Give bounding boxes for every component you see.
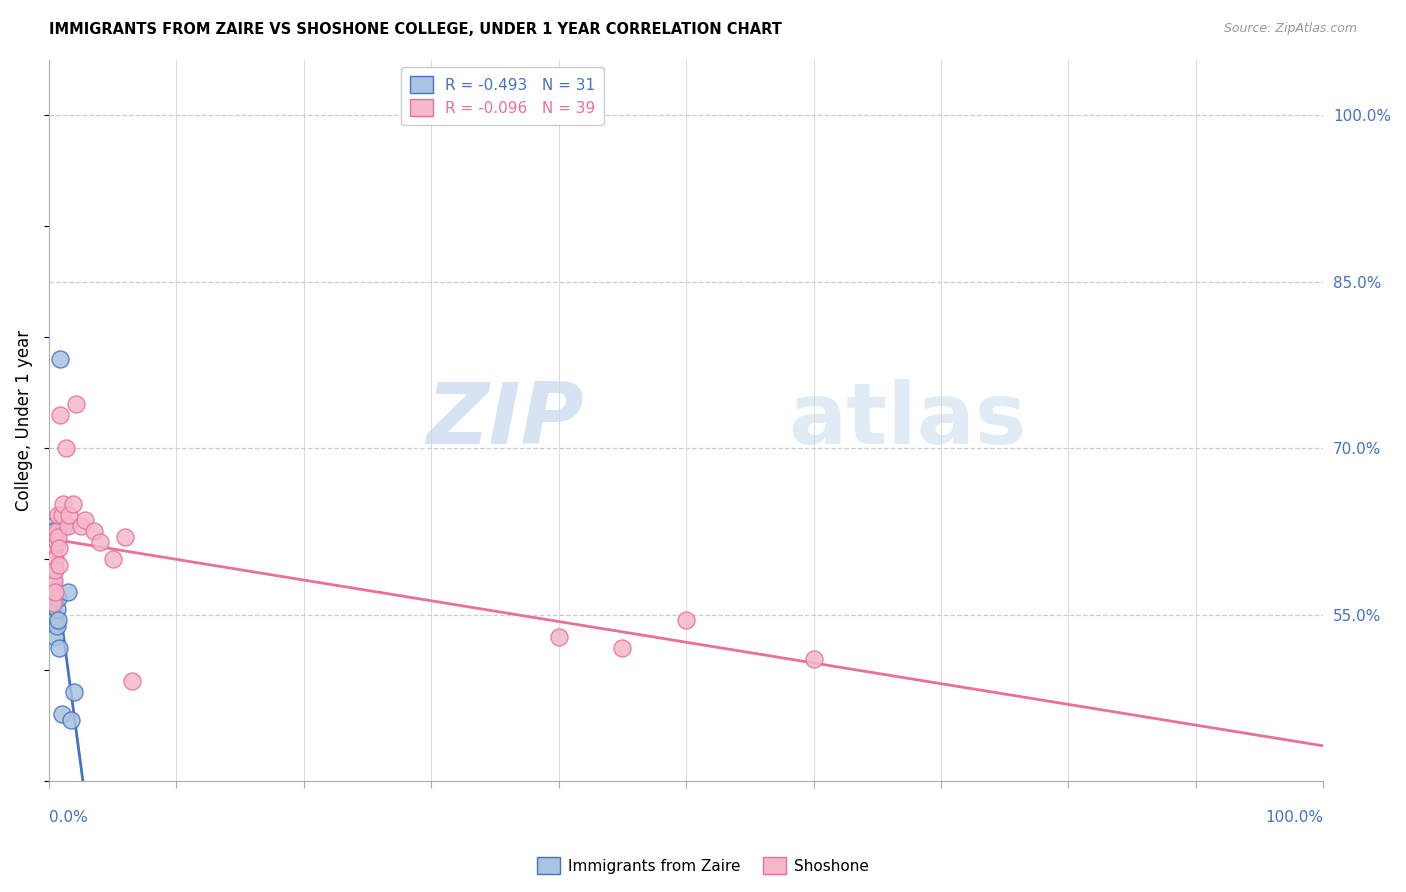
Point xyxy=(51,707,73,722)
Point xyxy=(76,885,98,892)
Point xyxy=(69,518,91,533)
Point xyxy=(612,640,634,655)
Point xyxy=(803,652,825,666)
Point xyxy=(58,508,80,522)
Point xyxy=(42,530,65,544)
Point xyxy=(46,530,69,544)
Legend: Immigrants from Zaire, Shoshone: Immigrants from Zaire, Shoshone xyxy=(531,851,875,880)
Point xyxy=(44,591,66,605)
Point xyxy=(675,613,697,627)
Text: Source: ZipAtlas.com: Source: ZipAtlas.com xyxy=(1223,22,1357,36)
Point xyxy=(42,558,65,572)
Point xyxy=(46,508,69,522)
Point xyxy=(73,513,96,527)
Point xyxy=(42,596,65,610)
Point xyxy=(44,563,66,577)
Point xyxy=(65,397,87,411)
Point xyxy=(48,640,70,655)
Point xyxy=(41,524,63,539)
Point xyxy=(45,524,67,539)
Point xyxy=(41,552,63,566)
Point xyxy=(42,546,65,560)
Point xyxy=(42,552,65,566)
Point xyxy=(45,618,67,632)
Point xyxy=(83,524,105,539)
Text: atlas: atlas xyxy=(789,379,1026,462)
Point xyxy=(48,541,70,555)
Point xyxy=(89,535,111,549)
Point xyxy=(49,352,72,367)
Point xyxy=(114,530,136,544)
Point xyxy=(42,558,65,572)
Point xyxy=(45,602,67,616)
Point xyxy=(52,497,75,511)
Point xyxy=(44,630,66,644)
Point xyxy=(42,574,65,589)
Point xyxy=(101,552,124,566)
Point xyxy=(56,518,79,533)
Point xyxy=(49,408,72,422)
Point xyxy=(42,574,65,589)
Point xyxy=(42,530,65,544)
Point xyxy=(45,535,67,549)
Point xyxy=(48,558,70,572)
Point xyxy=(121,674,143,689)
Point xyxy=(44,585,66,599)
Point xyxy=(53,518,76,533)
Point xyxy=(59,713,82,727)
Point xyxy=(39,574,62,589)
Point xyxy=(41,541,63,555)
Point xyxy=(46,591,69,605)
Point xyxy=(42,524,65,539)
Point xyxy=(56,585,79,599)
Text: 0.0%: 0.0% xyxy=(49,810,87,825)
Text: ZIP: ZIP xyxy=(426,379,583,462)
Point xyxy=(42,541,65,555)
Point xyxy=(55,441,77,455)
Point xyxy=(39,541,62,555)
Text: 100.0%: 100.0% xyxy=(1265,810,1323,825)
Y-axis label: College, Under 1 year: College, Under 1 year xyxy=(15,330,32,511)
Point xyxy=(46,613,69,627)
Point xyxy=(39,563,62,577)
Point xyxy=(39,535,62,549)
Point xyxy=(41,563,63,577)
Legend: R = -0.493   N = 31, R = -0.096   N = 39: R = -0.493 N = 31, R = -0.096 N = 39 xyxy=(401,67,605,125)
Point xyxy=(62,497,84,511)
Point xyxy=(44,613,66,627)
Point xyxy=(41,563,63,577)
Text: IMMIGRANTS FROM ZAIRE VS SHOSHONE COLLEGE, UNDER 1 YEAR CORRELATION CHART: IMMIGRANTS FROM ZAIRE VS SHOSHONE COLLEG… xyxy=(49,22,782,37)
Point xyxy=(44,552,66,566)
Point xyxy=(42,541,65,555)
Point xyxy=(42,558,65,572)
Point xyxy=(42,596,65,610)
Point xyxy=(41,585,63,599)
Point xyxy=(42,518,65,533)
Point xyxy=(547,630,569,644)
Point xyxy=(51,508,73,522)
Point xyxy=(63,685,86,699)
Point xyxy=(39,524,62,539)
Point xyxy=(41,552,63,566)
